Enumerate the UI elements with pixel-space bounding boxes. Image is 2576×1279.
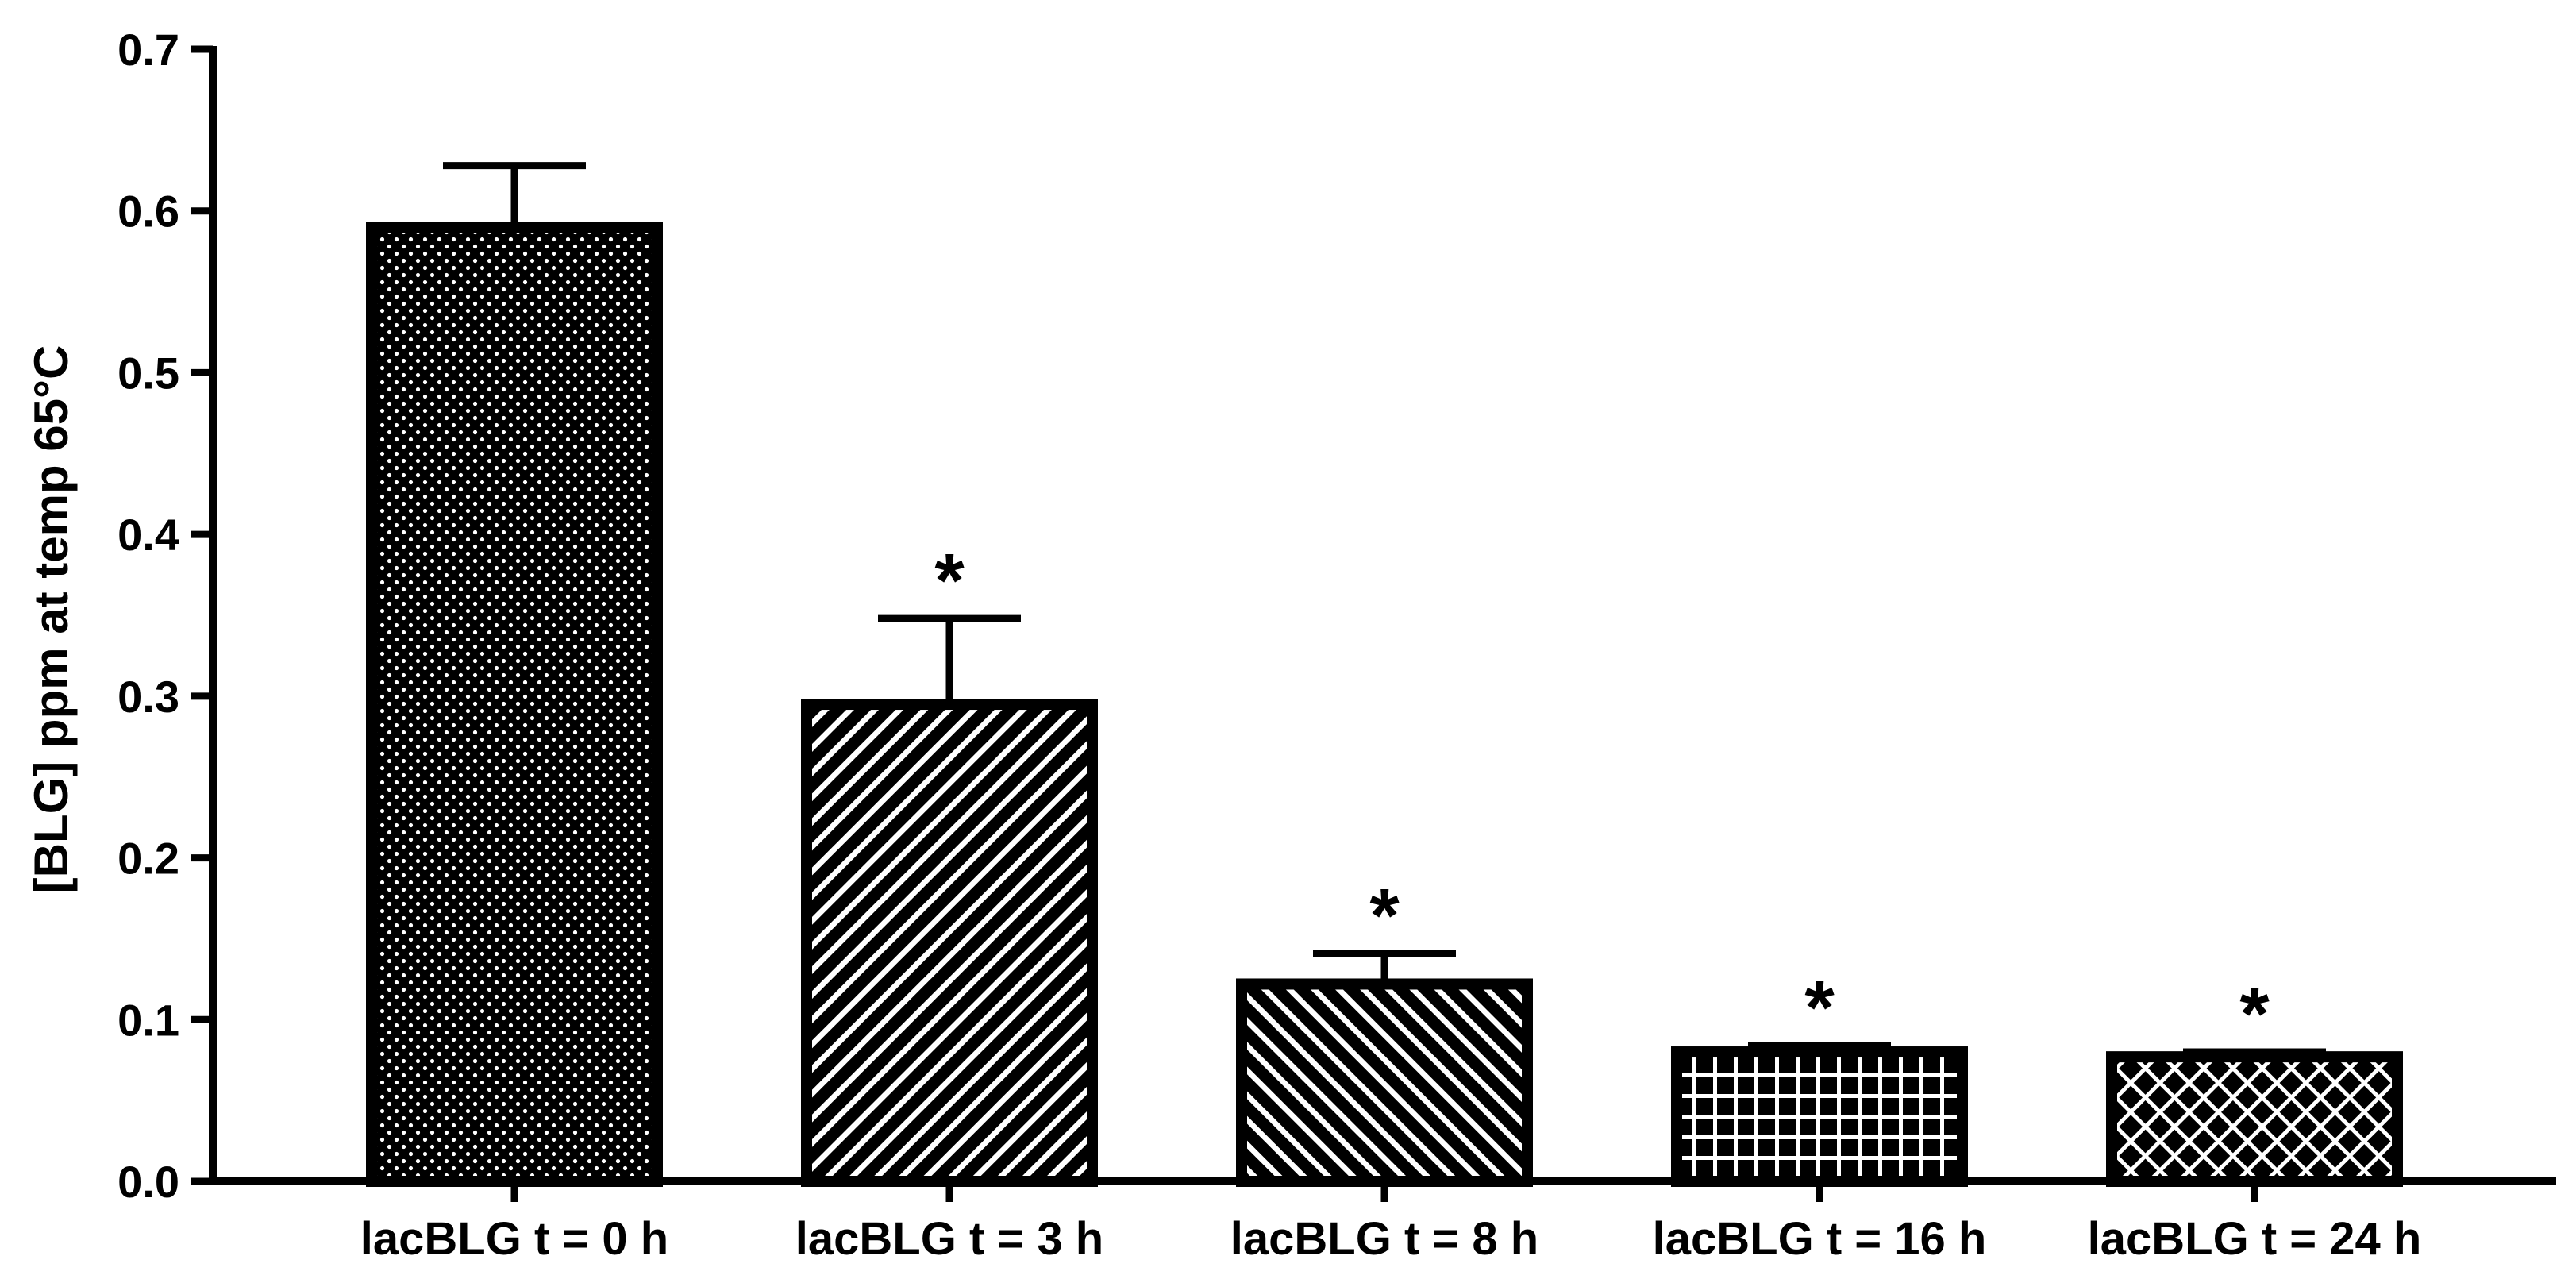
bar-5 xyxy=(2106,1051,2403,1188)
significance-mark-4: * xyxy=(1804,965,1835,1050)
bar-2 xyxy=(801,699,1098,1187)
significance-mark-2: * xyxy=(934,538,965,623)
plot-area: lacBLG t = 0 h lacBLG t = 3 h * lacBLG t = … xyxy=(117,25,2556,1265)
y-tick-label-4: 0.4 xyxy=(117,510,179,560)
bar-3 xyxy=(1236,978,1533,1188)
y-axis-title: [BLG] ppm at temp 65°C xyxy=(25,345,78,894)
significance-mark-3: * xyxy=(1369,873,1400,958)
x-tick-label-1: lacBLG t = 0 h xyxy=(360,1213,668,1265)
y-tick-label-6: 0.6 xyxy=(117,187,179,237)
y-tick-label-2: 0.2 xyxy=(117,834,179,884)
x-tick-label-2: lacBLG t = 3 h xyxy=(795,1213,1103,1265)
y-tick-label-3: 0.3 xyxy=(117,672,179,722)
y-tick-label-0: 0.0 xyxy=(117,1157,179,1207)
x-tick-label-3: lacBLG t = 8 h xyxy=(1230,1213,1538,1265)
x-tick-label-5: lacBLG t = 24 h xyxy=(2088,1213,2422,1265)
y-tick-label-7: 0.7 xyxy=(117,25,179,75)
bar-1 xyxy=(366,222,663,1188)
x-tick-label-4: lacBLG t = 16 h xyxy=(1653,1213,1987,1265)
bar-4 xyxy=(1671,1046,1968,1187)
significance-mark-5: * xyxy=(2239,972,2270,1057)
y-tick-label-1: 0.1 xyxy=(117,995,179,1045)
y-tick-label-5: 0.5 xyxy=(117,348,179,398)
